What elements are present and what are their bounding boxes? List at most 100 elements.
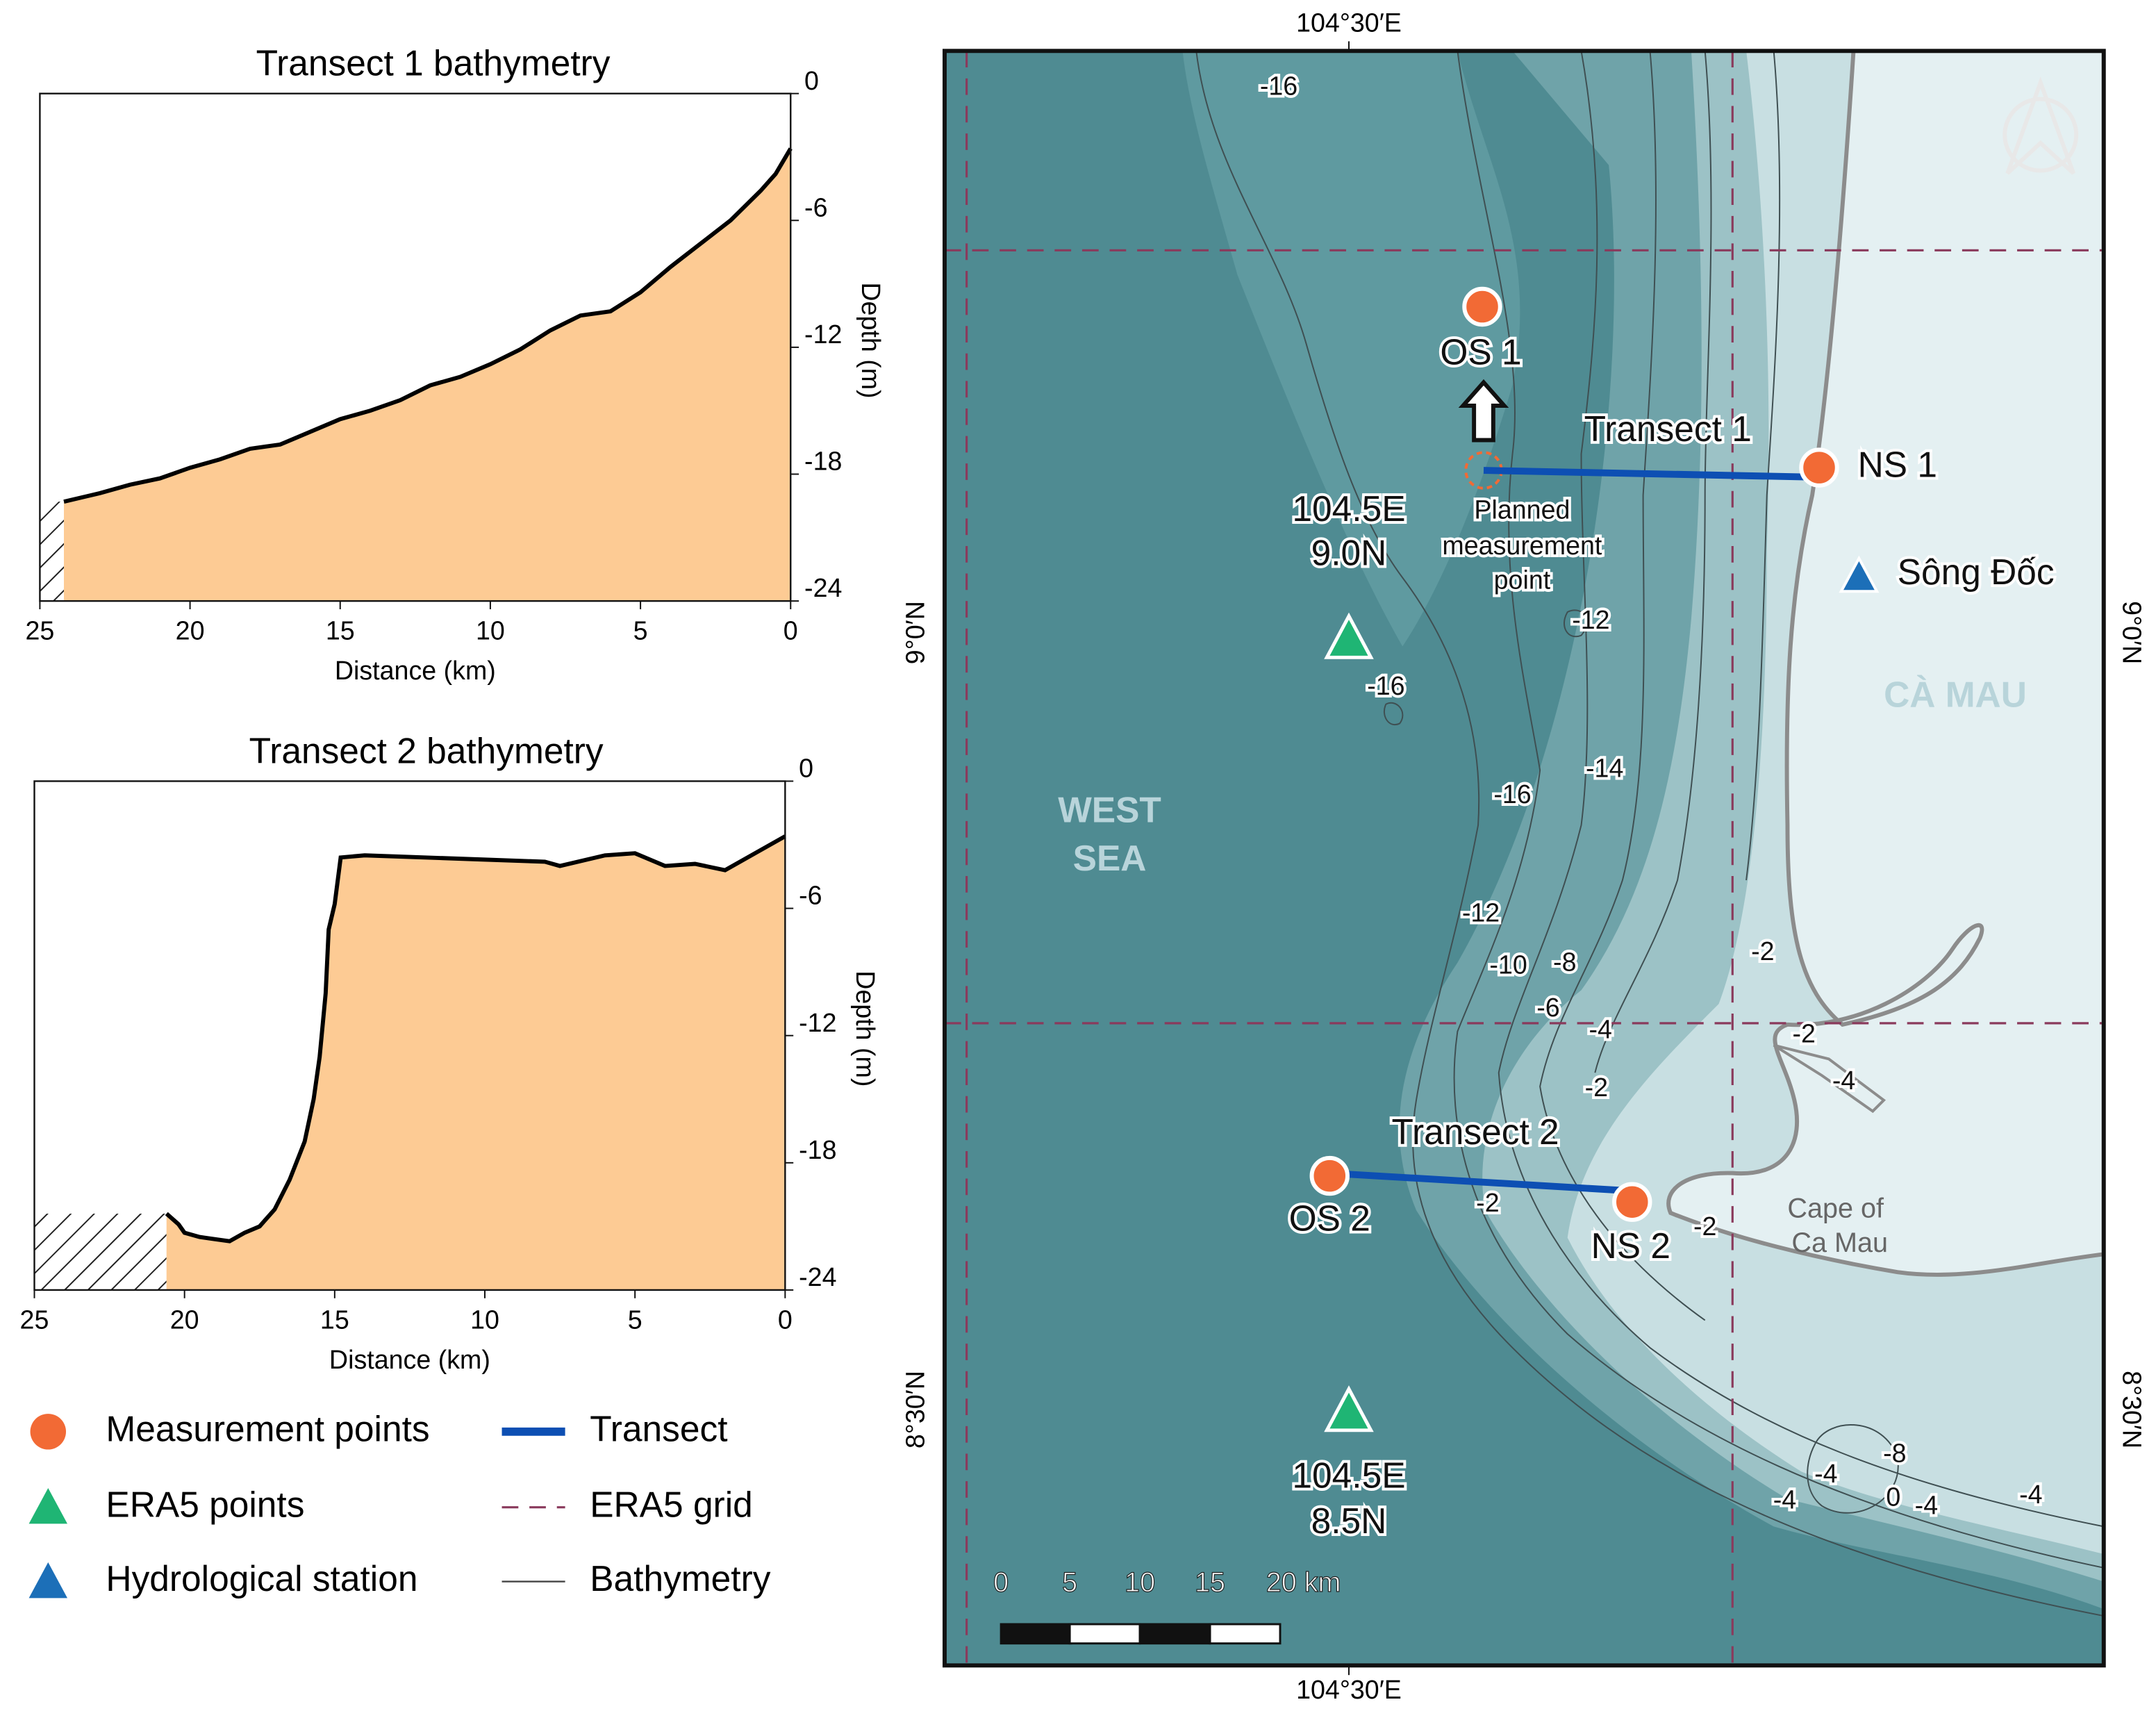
contour-label: 0 — [1886, 1482, 1900, 1512]
y-axis-label: Depth (m) — [856, 282, 886, 398]
place-label: CÀ MAU — [1884, 674, 2027, 714]
scale-label: 10 — [1125, 1567, 1155, 1598]
y-tick-label: -6 — [799, 881, 822, 910]
place-label: 104.5E — [1292, 1455, 1405, 1496]
contour — [1807, 1424, 1899, 1514]
profile-line — [165, 834, 786, 1244]
place-label: 8.5N — [1311, 1501, 1387, 1541]
place-label: 104.5E — [1292, 488, 1405, 529]
measurement-point — [1799, 447, 1839, 488]
x-tick-label: 20 — [170, 1305, 199, 1334]
x-tick-label: 10 — [476, 616, 505, 645]
channel — [1773, 1043, 1886, 1114]
place-label: WEST — [1058, 790, 1161, 830]
x-axis-label: Distance (km) — [335, 656, 496, 685]
contour-label: -2 — [1792, 1019, 1815, 1048]
era5-grid — [944, 51, 2104, 1666]
place-label: Sông Đốc — [1898, 552, 2055, 592]
contour-label: -10 — [1489, 950, 1527, 980]
y-tick-label: 0 — [804, 66, 819, 95]
place-label: 9.0N — [1311, 532, 1387, 572]
contour — [1564, 609, 1588, 638]
contour-label: -16 — [1493, 779, 1531, 809]
legend-marker — [28, 1562, 67, 1599]
no-data-hatch — [34, 1214, 167, 1290]
transect — [1483, 467, 1820, 481]
contour-label: -16 — [1367, 671, 1404, 700]
scale-bar — [1209, 1623, 1282, 1645]
contour-label: -4 — [1773, 1485, 1796, 1514]
legend-label: ERA5 grid — [590, 1484, 753, 1524]
coord-label: 104°30′E — [1296, 1675, 1402, 1704]
map: 0 5 10 15 20 km OS 1 NS 1 Transect 1 Planned meas… — [944, 51, 2104, 1666]
coord-label: 8°30′N — [900, 1371, 929, 1448]
place-label: SEA — [1073, 838, 1147, 878]
y-tick-label: -24 — [799, 1262, 836, 1291]
measurement-point — [1612, 1182, 1652, 1222]
era5-point — [1324, 612, 1374, 659]
place-label: OS 1 — [1440, 331, 1521, 372]
y-tick-label: -6 — [804, 192, 827, 222]
legend-label: Transect — [590, 1408, 727, 1448]
place-label: NS 2 — [1591, 1225, 1670, 1266]
coord-label: 9°0′N — [900, 601, 929, 664]
place-label: Transect 1 — [1584, 408, 1752, 449]
contour — [1195, 51, 2104, 1617]
measurement-point — [1309, 1155, 1350, 1196]
contour-label: -2 — [1476, 1188, 1499, 1217]
x-tick-label: 25 — [20, 1305, 49, 1334]
contour-label: -4 — [1814, 1459, 1837, 1488]
contour-label: -8 — [1883, 1438, 1906, 1467]
contour — [1498, 51, 2104, 1528]
north-arrow — [2002, 76, 2079, 175]
place-label: Planned — [1474, 495, 1570, 524]
legend-marker — [30, 1414, 67, 1450]
legend-label: Bathymetry — [590, 1558, 770, 1599]
y-axis-label: Depth (m) — [851, 970, 880, 1087]
profile-line — [63, 147, 793, 504]
contours — [1195, 51, 2104, 1617]
x-tick-label: 15 — [326, 616, 355, 645]
chart-title: Transect 2 bathymetry — [249, 730, 604, 770]
legend-marker — [28, 1487, 67, 1524]
x-tick-label: 5 — [628, 1305, 642, 1334]
contour-label: -12 — [1462, 898, 1500, 927]
contour-label: -8 — [1553, 948, 1576, 977]
place-label: OS 2 — [1289, 1198, 1370, 1239]
contour-label: -16 — [1260, 72, 1297, 101]
contour-label: -4 — [1589, 1015, 1612, 1044]
area — [63, 148, 791, 602]
legend-label: Measurement points — [106, 1408, 429, 1448]
coord-label: 8°30′N — [2117, 1371, 2146, 1448]
scale-bar — [1000, 1623, 1072, 1645]
x-tick-label: 5 — [633, 616, 648, 645]
no-data-hatch — [40, 502, 64, 602]
coord-label: 104°30′E — [1296, 8, 1402, 38]
place-label: NS 1 — [1858, 445, 1937, 485]
contour-label: -12 — [1572, 605, 1609, 634]
contour — [1594, 51, 1712, 1073]
y-tick-label: -12 — [799, 1008, 836, 1037]
hydro-station — [1839, 555, 1880, 593]
x-axis-label: Distance (km) — [329, 1345, 490, 1374]
scale-bar — [1138, 1623, 1211, 1645]
contour — [1539, 51, 1706, 1321]
contour-label: -2 — [1751, 936, 1774, 966]
place-label: Ca Mau — [1791, 1228, 1888, 1258]
contour-label: -6 — [1536, 993, 1559, 1022]
place-label: measurement — [1442, 531, 1602, 560]
contour-label: -4 — [2019, 1480, 2042, 1509]
arrow — [1458, 379, 1509, 443]
era5-point — [1324, 1385, 1374, 1432]
scale-label: 0 — [993, 1567, 1009, 1598]
transect — [1329, 1169, 1633, 1195]
measurement-point — [1462, 286, 1502, 327]
contour-label: -4 — [1915, 1491, 1938, 1520]
area — [166, 836, 786, 1290]
y-tick-label: -18 — [804, 447, 842, 476]
y-tick-label: -18 — [799, 1135, 836, 1164]
scale-label: 15 — [1195, 1567, 1225, 1598]
x-tick-label: 10 — [470, 1305, 499, 1334]
contour — [1745, 51, 1781, 881]
